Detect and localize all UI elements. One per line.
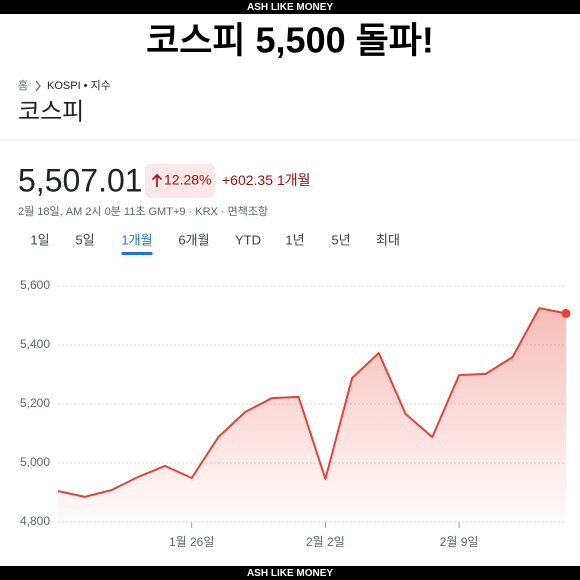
tab[interactable]: 6개월	[178, 232, 209, 247]
chart: 4,800 5,000 5,200 5,400 5,600 1월 26일 2월 2일 2월 9…	[20, 278, 571, 549]
headline: 코스피 5,500 돌파!	[146, 20, 434, 61]
banner-bottom-text: ASH LIKE MONEY	[247, 568, 333, 579]
y-tick-label: 5,200	[20, 396, 50, 410]
chevron	[35, 80, 41, 92]
tab[interactable]: YTD	[235, 232, 261, 247]
tab[interactable]: 5년	[331, 232, 350, 247]
breadcrumb-home[interactable]: 홈	[18, 78, 28, 92]
change-line: +602.35 1개월	[222, 172, 311, 188]
x-tick-label: 2월 2일	[306, 535, 345, 549]
tab[interactable]: 5일	[75, 232, 94, 247]
last-point	[561, 308, 571, 318]
change-pct: 12.28%	[164, 172, 211, 188]
tabs: 1일 5일 1개월 6개월 YTD 1년 5년 최대	[30, 232, 400, 255]
tab[interactable]: 최대	[376, 232, 400, 247]
period: 1개월	[277, 172, 311, 188]
banner-top	[0, 0, 580, 14]
y-tick-label: 5,000	[20, 455, 50, 469]
tab[interactable]: 1일	[30, 232, 49, 247]
change-pill	[145, 164, 215, 198]
x-tick-label: 2월 9일	[440, 535, 479, 549]
x-tick-label: 1월 26일	[169, 535, 214, 549]
banner-bottom	[0, 566, 580, 580]
change-abs: +602.35	[222, 172, 273, 188]
up-arrow	[151, 173, 163, 187]
tab-underline	[121, 252, 153, 255]
timestamp: 2월 18일, AM 2시 0분 11초 GMT+9 · KRX · 면책조항	[18, 204, 268, 218]
y-tick-label: 5,400	[20, 337, 50, 351]
line	[57, 307, 567, 498]
breadcrumb-item[interactable]: KOSPI • 지수	[47, 79, 111, 92]
stock-name: 코스피	[18, 98, 84, 125]
tab[interactable]: 1개월	[121, 232, 152, 247]
tab[interactable]: 1년	[285, 232, 304, 247]
area	[58, 308, 566, 522]
price: 5,507.01	[18, 162, 143, 198]
y-tick-label: 4,800	[20, 514, 50, 528]
y-tick-label: 5,600	[20, 278, 50, 292]
banner-top-text: ASH LIKE MONEY	[247, 2, 333, 13]
